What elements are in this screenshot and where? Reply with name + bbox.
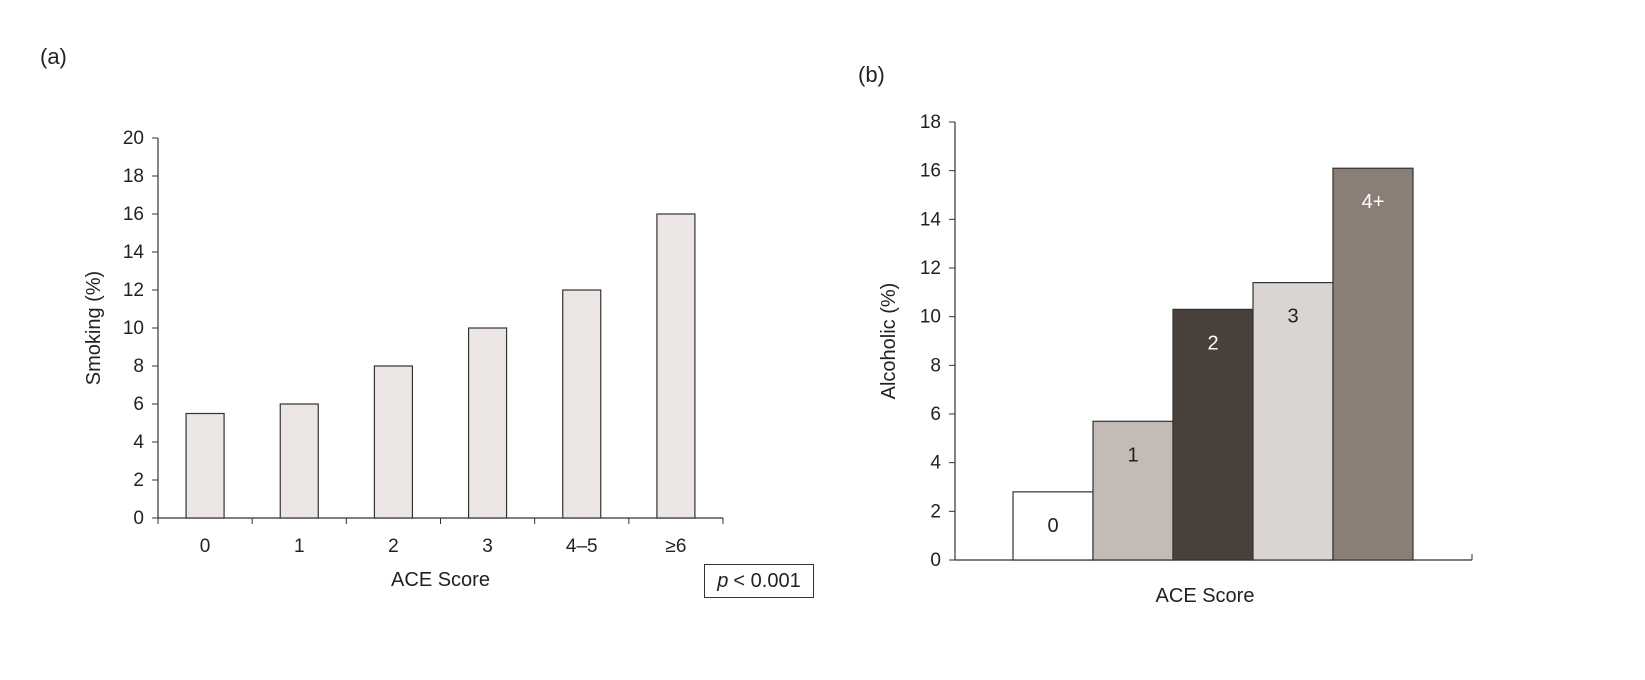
- a-bar-3: [467, 327, 508, 519]
- a-x-axis-title: ACE Score: [391, 569, 490, 591]
- b-y-tick-label: 14: [920, 209, 942, 230]
- a-y-tick-label: 6: [133, 394, 144, 415]
- a-bar-2: [373, 365, 414, 519]
- b-bar-4: [1332, 167, 1414, 561]
- b-y-tick-label: 12: [920, 258, 941, 279]
- a-y-tick-label: 4: [133, 432, 144, 453]
- a-x-tick-label: 0: [200, 536, 211, 557]
- a-bar-5: [656, 213, 696, 519]
- a-x-tick-label: 3: [482, 536, 493, 557]
- p-value-box: p < 0.001: [704, 564, 814, 598]
- a-y-tick-label: 18: [123, 166, 144, 187]
- p-value-symbol: p: [717, 569, 729, 592]
- a-y-tick-label: 8: [133, 356, 144, 377]
- a-x-tick-label: 2: [388, 536, 399, 557]
- b-bar-label-1: 1: [1127, 444, 1138, 466]
- a-y-tick-label: 14: [123, 242, 145, 263]
- a-bar-4: [562, 289, 602, 519]
- a-y-tick-label: 20: [123, 128, 144, 149]
- a-y-tick-label: 2: [133, 470, 144, 491]
- b-y-tick-label: 16: [920, 161, 941, 182]
- b-bar-3: [1252, 282, 1334, 561]
- a-x-tick-label: 4–5: [566, 536, 598, 557]
- panel-a-label: (a): [40, 44, 67, 69]
- b-y-axis-title: Alcoholic (%): [878, 283, 900, 400]
- b-y-tick-label: 2: [930, 501, 941, 522]
- a-y-tick-label: 0: [133, 508, 144, 529]
- b-x-axis-title: ACE Score: [1156, 585, 1255, 607]
- b-bar-0: [1012, 491, 1094, 561]
- a-x-tick-label: 1: [294, 536, 305, 557]
- a-y-axis-title: Smoking (%): [83, 271, 105, 385]
- a-x-tick-label: ≥6: [665, 536, 686, 557]
- b-y-tick-label: 8: [930, 355, 941, 376]
- b-y-tick-label: 6: [930, 404, 941, 425]
- b-bar-label-2: 2: [1207, 332, 1218, 354]
- b-y-tick-label: 10: [920, 307, 941, 328]
- b-bar-label-0: 0: [1047, 515, 1058, 537]
- b-bar-1: [1092, 420, 1174, 561]
- b-bar-label-4: 4+: [1362, 191, 1385, 213]
- panel-b-label: (b): [858, 62, 885, 87]
- a-y-tick-label: 12: [123, 280, 144, 301]
- a-bar-1: [279, 403, 319, 519]
- b-y-tick-label: 4: [930, 453, 941, 474]
- b-bar-label-3: 3: [1287, 306, 1298, 328]
- a-bar-0: [185, 412, 225, 519]
- a-y-tick-label: 10: [123, 318, 144, 339]
- b-y-tick-label: 18: [920, 112, 941, 133]
- p-value-text: < 0.001: [733, 569, 801, 592]
- a-y-tick-label: 16: [123, 204, 144, 225]
- b-y-tick-label: 0: [930, 550, 941, 571]
